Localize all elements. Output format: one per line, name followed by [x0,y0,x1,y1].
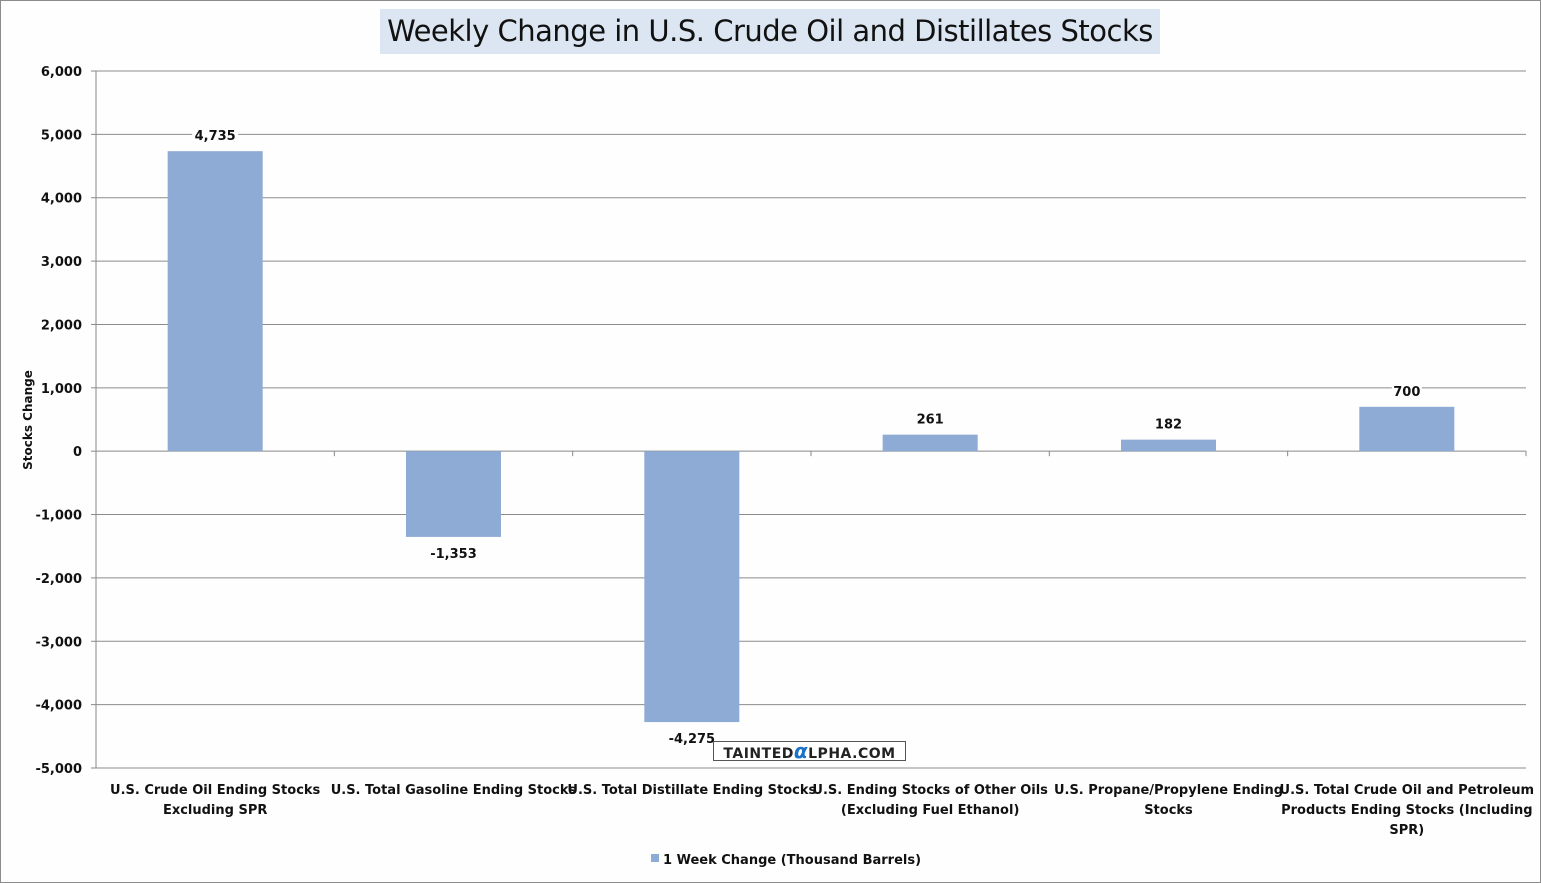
x-tick-label: U.S. Crude Oil Ending Stocks [110,783,321,798]
data-label: -1,353 [430,547,477,562]
data-label-bg [192,127,239,145]
data-label: -4,275 [669,732,716,747]
x-tick-label: Excluding SPR [163,803,267,818]
watermark-text: TAINTED [723,746,794,762]
bar [1359,406,1455,452]
data-label: 4,735 [195,129,236,144]
data-label: 700 [1393,385,1420,400]
bar [1121,439,1216,452]
y-tick-label: -2,000 [35,572,82,587]
data-label: 182 [1155,418,1182,433]
x-tick-label: U.S. Propane/Propylene Ending [1054,783,1283,798]
x-tick-label: U.S. Ending Stocks of Other Oils [812,783,1048,798]
data-label-bg [915,410,946,428]
y-tick-label: 4,000 [41,192,82,207]
y-tick-label: -1,000 [35,509,82,524]
x-tick-label: Products Ending Stocks (Including [1281,803,1533,818]
y-tick-label: 3,000 [41,255,82,270]
data-label: 261 [917,413,944,428]
x-tick-label: U.S. Total Distillate Ending Stocks [567,783,816,798]
y-tick-label: -3,000 [35,635,82,650]
watermark-alpha: α [793,739,809,763]
legend-swatch [651,854,659,862]
watermark-logo: TAINTEDαLPHA.COM [713,739,906,763]
data-label-bg [426,544,481,562]
bar [167,151,263,452]
data-label-bg [1391,382,1422,400]
x-tick-label: SPR) [1389,823,1424,838]
x-tick-label: (Excluding Fuel Ethanol) [841,803,1019,818]
x-tick-label: Stocks [1144,803,1193,818]
y-tick-label: -5,000 [35,762,82,777]
y-tick-label: 1,000 [41,382,82,397]
y-axis-title: Stocks Change [21,370,35,470]
chart-title: Weekly Change in U.S. Crude Oil and Dist… [380,9,1160,54]
y-tick-label: 6,000 [41,65,82,80]
y-tick-label: 0 [73,445,82,460]
bar [644,451,740,723]
y-tick-label: -4,000 [35,699,82,714]
y-tick-label: 5,000 [41,128,82,143]
watermark-text: LPHA.COM [808,746,896,762]
x-tick-label: U.S. Total Crude Oil and Petroleum [1280,783,1535,798]
bar [406,451,501,537]
bar [882,434,978,452]
x-tick-label: U.S. Total Gasoline Ending Stocks [331,783,577,798]
legend-label: 1 Week Change (Thousand Barrels) [663,853,921,868]
data-label-bg [1153,415,1184,433]
data-label-bg [664,730,719,748]
y-tick-label: 2,000 [41,318,82,333]
